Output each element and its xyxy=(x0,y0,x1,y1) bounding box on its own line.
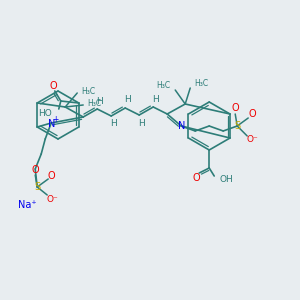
Text: H: H xyxy=(124,95,130,104)
Text: H₃C: H₃C xyxy=(194,80,208,88)
Text: H: H xyxy=(138,118,145,127)
Text: H₃C: H₃C xyxy=(87,100,101,109)
Text: O: O xyxy=(50,81,58,91)
Text: Na⁺: Na⁺ xyxy=(18,200,37,210)
Text: OH: OH xyxy=(219,175,233,184)
Text: O: O xyxy=(32,165,39,175)
Text: H₃C: H₃C xyxy=(81,88,95,97)
Text: O: O xyxy=(248,109,256,119)
Text: S: S xyxy=(234,121,240,131)
Text: H: H xyxy=(110,119,117,128)
Text: O: O xyxy=(47,171,55,181)
Text: N: N xyxy=(178,121,185,131)
Text: +: + xyxy=(52,115,59,124)
Text: N: N xyxy=(47,119,55,129)
Text: H₃C: H₃C xyxy=(156,82,170,91)
Text: H: H xyxy=(96,97,103,106)
Text: H: H xyxy=(152,94,159,103)
Text: O: O xyxy=(192,173,200,183)
Text: HO: HO xyxy=(38,110,52,118)
Text: O: O xyxy=(231,103,239,113)
Text: O⁻: O⁻ xyxy=(46,194,58,203)
Text: O⁻: O⁻ xyxy=(246,136,258,145)
Text: S: S xyxy=(34,182,40,192)
